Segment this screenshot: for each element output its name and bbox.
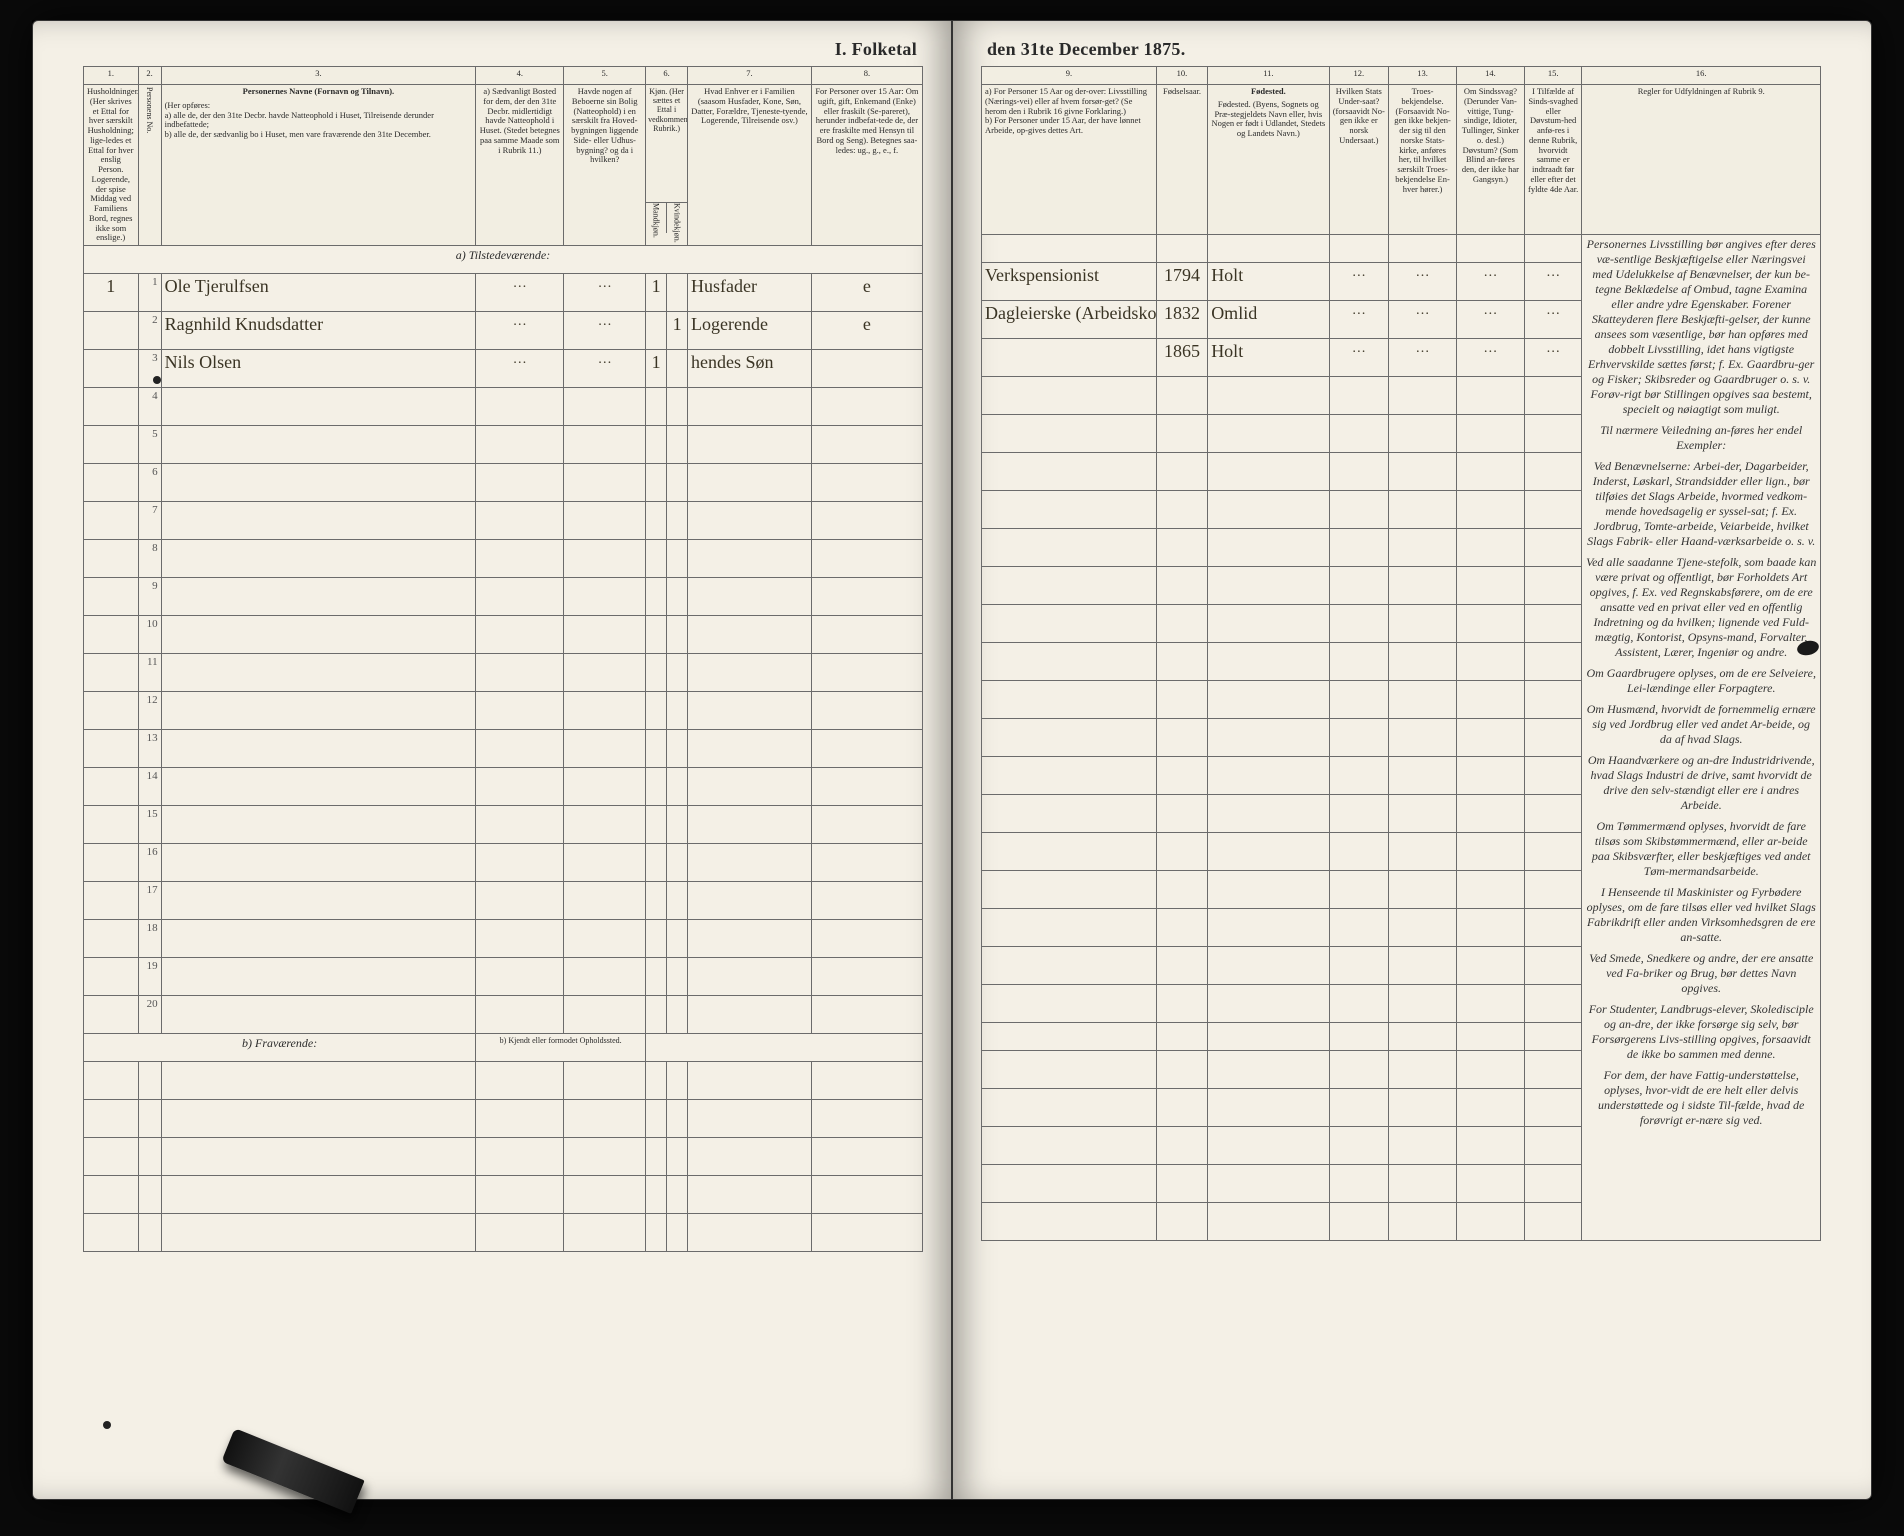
pen-artifact (221, 1428, 364, 1514)
table-row: 2Ragnhild Knudsdatter……1Logerendee (84, 312, 923, 350)
colnum-6: 6. (646, 67, 688, 85)
colnum-9: 9. (982, 67, 1157, 85)
left-page: I. Folketal 1. 2. 3. 4. 5. 6. 7. 8. (32, 20, 952, 1500)
ink-dot (103, 1421, 111, 1429)
colnum-1: 1. (84, 67, 139, 85)
header-12: Hvilken Stats Under-saat? (forsaavidt No… (1329, 85, 1389, 235)
section-b-label: b) Fraværende: (84, 1034, 476, 1062)
colnum-7: 7. (688, 67, 812, 85)
ledger-title-left: I. Folketal (83, 39, 923, 60)
header-14: Om Sindssvag? (Derunder Van-vittige, Tun… (1456, 85, 1524, 235)
colnum-2: 2. (138, 67, 161, 85)
header-9: a) For Personer 15 Aar og der-over: Livs… (982, 85, 1157, 235)
header-5: Havde nogen af Beboerne sin Bolig (Natte… (564, 85, 646, 246)
table-row: 17 (84, 882, 923, 920)
table-row: 10 (84, 616, 923, 654)
table-row: 16 (84, 844, 923, 882)
header-15: I Tilfælde af Sinds-svaghed eller Døvstu… (1524, 85, 1582, 235)
table-row (84, 1214, 923, 1252)
header-4: a) Sædvanligt Bosted for dem, der den 31… (476, 85, 564, 246)
right-page: den 31te December 1875. 9. 10. 11. 12. 1… (952, 20, 1872, 1500)
header-6: Kjøn. (Her sættes et Ettal i vedkommende… (646, 85, 688, 246)
table-row: 6 (84, 464, 923, 502)
colnum-10: 10. (1156, 67, 1207, 85)
ledger-table-right: 9. 10. 11. 12. 13. 14. 15. 16. a) For Pe… (981, 66, 1821, 1241)
colnum-4: 4. (476, 67, 564, 85)
colnum-8: 8. (811, 67, 922, 85)
table-row: 8 (84, 540, 923, 578)
rules-text: Personernes Livsstilling bør angives eft… (1582, 235, 1821, 1241)
table-row: 7 (84, 502, 923, 540)
header-16: Regler for Udfyldningen af Rubrik 9. (1582, 85, 1821, 235)
table-row: 13 (84, 730, 923, 768)
header-2: Personens No. (138, 85, 161, 246)
table-row: 11 (84, 654, 923, 692)
colnum-11: 11. (1208, 67, 1329, 85)
ink-dot (153, 376, 161, 384)
header-11: Fødested. Fødested. (Byens, Sognets og P… (1208, 85, 1329, 235)
table-row (84, 1062, 923, 1100)
header-8: For Personer over 15 Aar: Om ugift, gift… (811, 85, 922, 246)
table-row (84, 1100, 923, 1138)
header-13: Troes-bekjendelse. (Forsaavidt No-gen ik… (1389, 85, 1457, 235)
table-row: 5 (84, 426, 923, 464)
colnum-14: 14. (1456, 67, 1524, 85)
colnum-5: 5. (564, 67, 646, 85)
section-a-label: a) Tilstedeværende: (84, 246, 923, 274)
colnum-15: 15. (1524, 67, 1582, 85)
ledger-title-right: den 31te December 1875. (981, 39, 1821, 60)
colnum-12: 12. (1329, 67, 1389, 85)
table-row: 9 (84, 578, 923, 616)
table-row: 4 (84, 388, 923, 426)
header-7: Hvad Enhver er i Familien (saasom Husfad… (688, 85, 812, 246)
table-row: 11Ole Tjerulfsen……1Husfadere (84, 274, 923, 312)
table-row: 20 (84, 996, 923, 1034)
table-row: 15 (84, 806, 923, 844)
table-row: 3Nils Olsen……1hendes Søn (84, 350, 923, 388)
colnum-13: 13. (1389, 67, 1457, 85)
table-row: 18 (84, 920, 923, 958)
table-row: 14 (84, 768, 923, 806)
colnum-3: 3. (161, 67, 476, 85)
table-row (84, 1176, 923, 1214)
ledger-table-left: 1. 2. 3. 4. 5. 6. 7. 8. Husholdninger. (… (83, 66, 923, 1252)
table-row (84, 1138, 923, 1176)
table-row: 19 (84, 958, 923, 996)
header-10: Fødselsaar. (1156, 85, 1207, 235)
colnum-16: 16. (1582, 67, 1821, 85)
header-3: Personernes Navne (Fornavn og Tilnavn). … (161, 85, 476, 246)
header-1: Husholdninger. (Her skrives et Ettal for… (84, 85, 139, 246)
census-ledger-book: I. Folketal 1. 2. 3. 4. 5. 6. 7. 8. (32, 20, 1872, 1500)
table-row: 12 (84, 692, 923, 730)
